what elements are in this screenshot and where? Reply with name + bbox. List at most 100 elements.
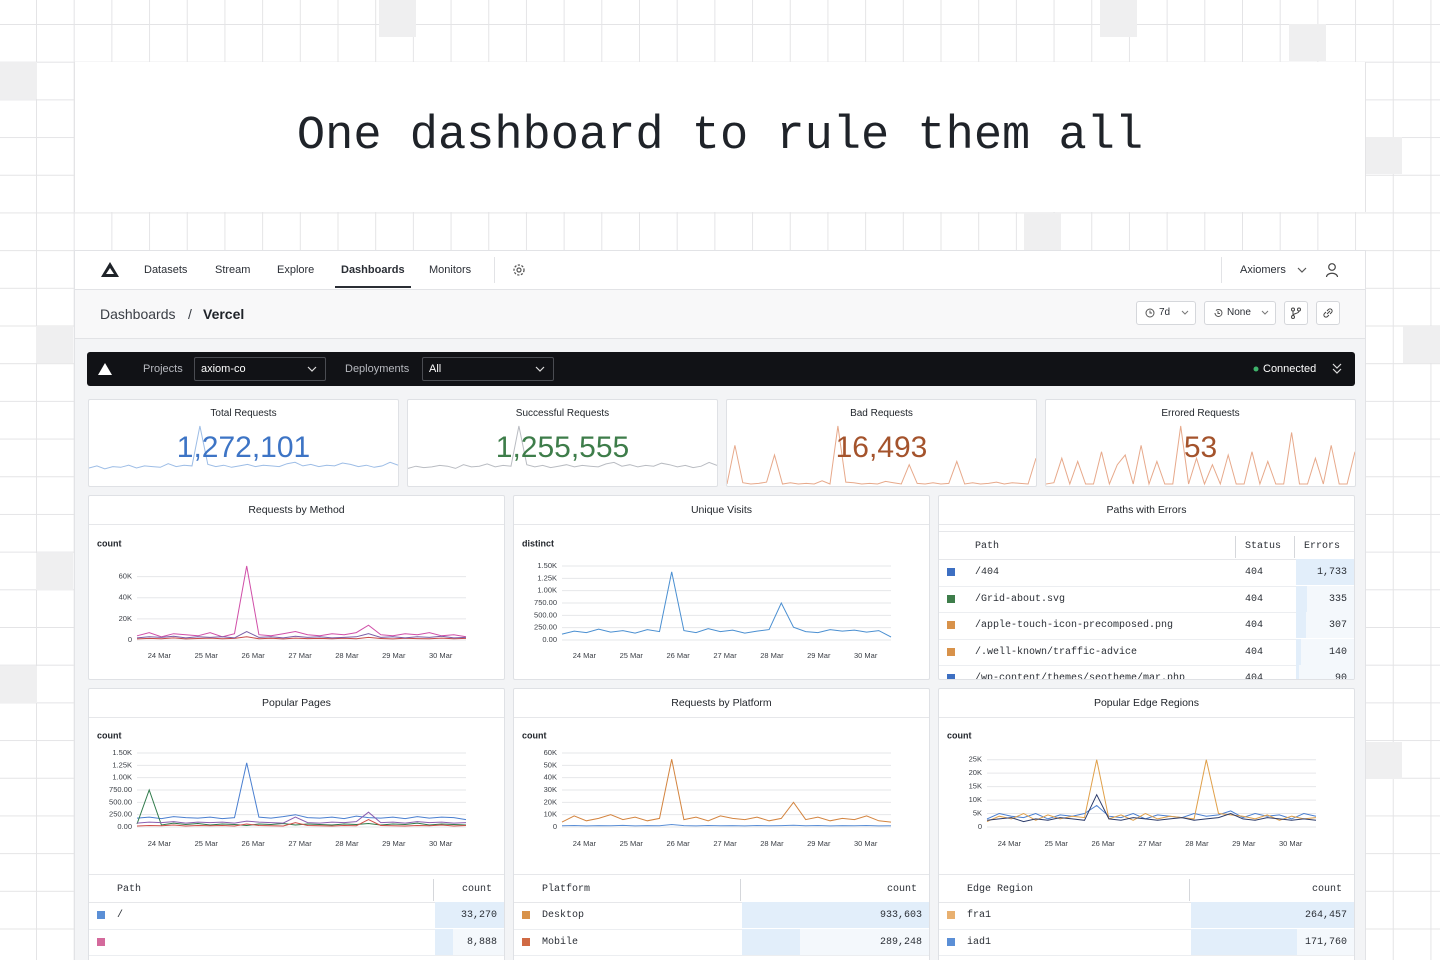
cell-value: 90 xyxy=(1334,673,1347,680)
stat-title: Successful Requests xyxy=(515,408,610,419)
table-row: /apple-touch-icon-precomposed.png 404 307 xyxy=(939,612,1354,640)
column-divider xyxy=(1294,536,1295,558)
cell-text: /apple-touch-icon-precomposed.png xyxy=(975,620,1174,631)
table-row: iad1 171,760 xyxy=(939,928,1354,956)
table-row: /.well-known/traffic-advice 404 140 xyxy=(939,638,1354,666)
sparkline xyxy=(727,425,1036,485)
y-tick-label: 0 xyxy=(128,635,132,644)
table-row: Desktop 933,603 xyxy=(514,902,929,930)
x-tick-label: 28 Mar xyxy=(335,839,359,848)
series-line xyxy=(136,762,467,821)
line-chart: count 0 10K 20K 30K 40K 50K 60K 24 Mar 25 Mar 26 M… xyxy=(522,730,892,848)
cell-bar xyxy=(742,902,929,928)
row-swatch xyxy=(947,647,955,656)
cell-text: 404 xyxy=(1245,620,1264,631)
stat-card: Total Requests 1,272,101 xyxy=(88,399,399,487)
y-tick-label: 0 xyxy=(978,822,982,831)
row-swatch xyxy=(947,621,955,629)
y-tick-label: 10K xyxy=(544,810,557,819)
panel-title: Requests by Method xyxy=(89,496,504,525)
x-tick-label: 30 Mar xyxy=(429,839,453,848)
cell-text: / xyxy=(117,910,124,921)
panel: Unique Visits distinct 0.00 250.00 500.00 750… xyxy=(513,495,930,680)
nav-bar: Datasets Stream Explore Dashboards Monit… xyxy=(75,251,1365,290)
grid-cell xyxy=(36,326,73,363)
stat-card: Successful Requests 1,255,555 xyxy=(407,399,718,487)
nav-link[interactable]: Datasets xyxy=(144,264,188,276)
table-header: Path Status Errors xyxy=(939,531,1354,560)
panel: Paths with Errors Path Status Errors/404 404… xyxy=(938,495,1355,680)
sparkline xyxy=(408,425,717,469)
x-tick-label: 24 Mar xyxy=(148,651,172,660)
panel-title: Unique Visits xyxy=(514,496,929,525)
nav-link[interactable]: Stream xyxy=(215,264,251,276)
breadcrumb-current: Vercel xyxy=(203,306,245,322)
cell-bar xyxy=(742,928,800,955)
nav-link[interactable]: Monitors xyxy=(429,264,472,276)
row-swatch xyxy=(947,674,955,679)
table-header: Platform count xyxy=(514,874,929,903)
x-tick-label: 28 Mar xyxy=(335,651,359,660)
series-line xyxy=(136,819,467,827)
user-icon[interactable] xyxy=(1325,262,1339,278)
y-tick-label: 500.00 xyxy=(534,610,557,619)
x-tick-label: 30 Mar xyxy=(1279,839,1303,848)
row-swatch xyxy=(97,937,105,946)
project-select[interactable]: axiom-co xyxy=(194,357,326,381)
nav-link[interactable]: Dashboards xyxy=(335,264,411,288)
settings-icon[interactable] xyxy=(512,263,526,277)
x-tick-label: 29 Mar xyxy=(1232,839,1256,848)
collapse-icon[interactable] xyxy=(1332,363,1342,375)
cell-text: Desktop xyxy=(542,910,585,921)
grid-cell xyxy=(1289,24,1326,61)
breadcrumb-link[interactable]: Dashboards xyxy=(100,306,176,322)
deployment-select[interactable]: All xyxy=(422,357,554,381)
panel: Requests by Method count 0 20K 40K 60K 24 Mar 2… xyxy=(88,495,505,680)
x-tick-label: 28 Mar xyxy=(760,839,784,848)
row-swatch xyxy=(947,911,955,919)
y-tick-label: 750.00 xyxy=(534,598,557,607)
grid-cell xyxy=(1024,213,1061,250)
grid-cell xyxy=(379,0,416,37)
y-tick-label: 60K xyxy=(544,748,557,757)
nav-link[interactable]: Explore xyxy=(277,264,315,276)
series-line xyxy=(136,630,467,639)
filter-label: Projects xyxy=(143,363,183,375)
fork-button[interactable] xyxy=(1284,301,1308,325)
x-tick-label: 27 Mar xyxy=(1138,839,1162,848)
y-tick-label: 0 xyxy=(553,822,557,831)
y-tick-label: 60K xyxy=(119,572,132,581)
y-tick-label: 750.00 xyxy=(109,785,132,794)
status-dot xyxy=(1253,366,1259,372)
x-tick-label: 27 Mar xyxy=(288,839,312,848)
time-range-button[interactable]: 7d xyxy=(1136,301,1196,325)
x-tick-label: 25 Mar xyxy=(620,651,644,660)
x-tick-label: 29 Mar xyxy=(382,839,406,848)
share-button[interactable] xyxy=(1316,301,1340,325)
series-line xyxy=(136,636,467,640)
cell-bar xyxy=(435,928,454,955)
cell-bar-track xyxy=(1296,638,1354,665)
x-tick-label: 29 Mar xyxy=(382,651,406,660)
series-line xyxy=(986,759,1317,823)
stat-card: Bad Requests 16,493 xyxy=(726,399,1037,487)
table-header: Edge Region count xyxy=(939,874,1354,903)
divider xyxy=(494,257,495,283)
panel-title: Popular Pages xyxy=(89,689,504,718)
y-tick-label: 1.00K xyxy=(537,586,557,595)
cell-value: 140 xyxy=(1328,646,1347,658)
x-tick-label: 28 Mar xyxy=(1185,839,1209,848)
compare-button[interactable]: None xyxy=(1204,301,1276,325)
hero: One dashboard to rule them all xyxy=(74,62,1366,212)
x-tick-label: 25 Mar xyxy=(1045,839,1069,848)
column-header: Errors xyxy=(1304,541,1341,552)
cell-text: Mobile xyxy=(542,936,579,948)
y-tick-label: 0.00 xyxy=(117,822,132,831)
account-menu[interactable]: Axiomers xyxy=(1240,264,1286,276)
column-divider xyxy=(1235,536,1236,558)
sparkline xyxy=(89,425,398,470)
y-tick-label: 20K xyxy=(544,797,557,806)
y-tick-label: 1.50K xyxy=(537,561,557,570)
table-row: /Grid-about.svg 404 335 xyxy=(939,585,1354,613)
